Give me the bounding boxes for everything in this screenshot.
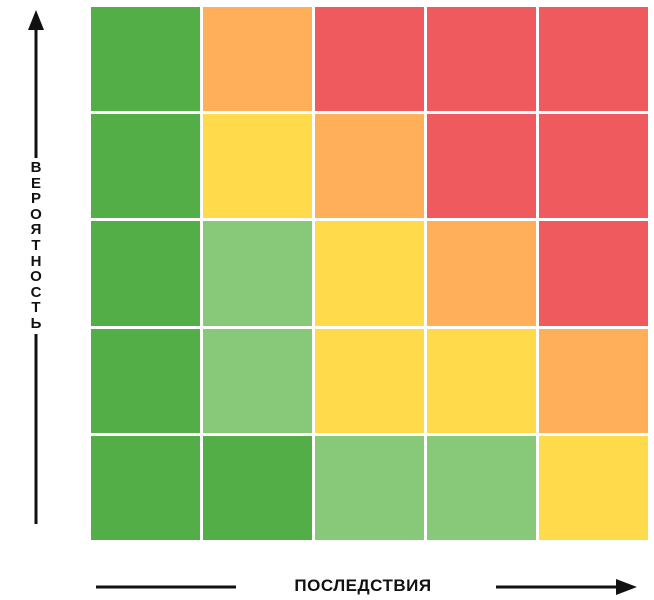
- matrix-cell-red: [315, 7, 424, 112]
- matrix-cell-yellow: [315, 328, 424, 433]
- consequences-axis-label: ПОСЛЕДСТВИЯ: [294, 576, 432, 595]
- matrix-cell-red: [427, 7, 536, 112]
- probability-axis-letter: Е: [30, 174, 41, 192]
- matrix-cell-yellow: [315, 221, 424, 326]
- matrix-cell-dark-green: [91, 435, 200, 540]
- probability-axis-letter: Ь: [30, 314, 42, 332]
- probability-axis-letter: С: [30, 283, 42, 301]
- matrix-cell-orange: [203, 7, 312, 112]
- matrix-cell-light-green: [203, 328, 312, 433]
- matrix-cell-dark-green: [91, 328, 200, 433]
- probability-axis-letter: Т: [31, 299, 41, 317]
- probability-axis-letter: Я: [30, 221, 42, 239]
- matrix-cell-red: [539, 221, 648, 326]
- matrix-cell-yellow: [539, 435, 648, 540]
- risk-matrix: [91, 7, 648, 540]
- matrix-cell-orange: [427, 221, 536, 326]
- matrix-cell-red: [539, 114, 648, 219]
- probability-axis-letter: Р: [30, 190, 41, 208]
- matrix-cell-orange: [539, 328, 648, 433]
- matrix-cell-light-green: [203, 221, 312, 326]
- probability-axis-letter: В: [30, 159, 42, 176]
- probability-axis-letter: О: [30, 205, 42, 223]
- probability-axis-letter: Т: [31, 236, 41, 254]
- matrix-cell-dark-green: [91, 114, 200, 219]
- matrix-cell-red: [539, 7, 648, 112]
- consequences-axis: ПОСЛЕДСТВИЯ: [92, 570, 640, 600]
- matrix-cell-dark-green: [91, 221, 200, 326]
- consequences-axis-arrow: [96, 579, 637, 595]
- probability-axis-letter: Н: [30, 252, 42, 270]
- matrix-cell-light-green: [427, 435, 536, 540]
- matrix-cell-dark-green: [91, 7, 200, 112]
- probability-axis-letter: О: [30, 268, 42, 286]
- matrix-cell-orange: [315, 114, 424, 219]
- matrix-cell-light-green: [315, 435, 424, 540]
- matrix-cell-dark-green: [203, 435, 312, 540]
- matrix-cell-yellow: [427, 328, 536, 433]
- matrix-cell-red: [427, 114, 536, 219]
- matrix-cell-yellow: [203, 114, 312, 219]
